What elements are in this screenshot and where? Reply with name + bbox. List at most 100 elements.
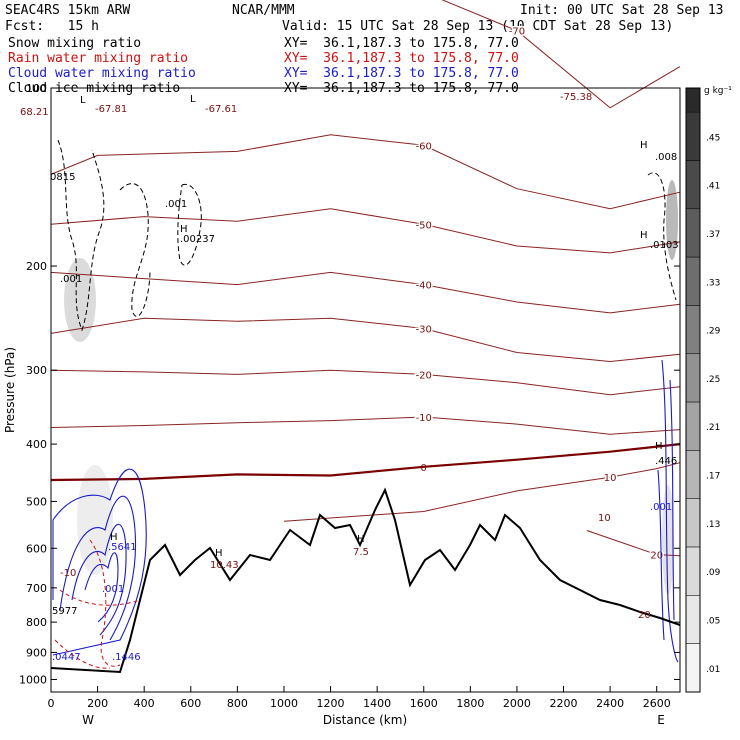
y-tick-label: 200 (26, 260, 47, 273)
isotherm-label: 0 (421, 463, 427, 474)
init-time: Init: 00 UTC Sat 28 Sep 13 (520, 3, 724, 18)
contour-annotation: .0103 (650, 240, 679, 251)
rain-contour (54, 639, 111, 669)
y-tick-label: 400 (26, 438, 47, 451)
colorbar-label: .05 (706, 617, 720, 627)
x-tick-label: 1200 (317, 697, 345, 710)
rain-contour-layer (54, 539, 141, 669)
isotherm-label: -50 (416, 220, 432, 231)
snow-shade-west (64, 258, 96, 342)
y-tick-label: 900 (26, 646, 47, 659)
contour-annotation: .5641 (108, 542, 137, 553)
colorbar-swatch (685, 160, 701, 210)
isotherm-line (441, 0, 681, 109)
snow-contour-1 (57, 139, 105, 332)
contour-annotation: 7.5 (353, 547, 369, 558)
colorbar-swatch (685, 353, 701, 403)
colorbar: .45 .41 .37 .33 .29 .25 .21 .17 .13 .09 .05 .01 (685, 87, 721, 693)
contour-annotation: H (110, 532, 118, 543)
contour-annotation: L (80, 95, 86, 106)
contour-annotation: 10.43 (210, 560, 239, 571)
contour-annotation: .001 (165, 199, 187, 210)
axes-layer: 0 200 400 600 800 1000 1200 1400 1600 1800 2000 220… (19, 82, 680, 710)
contour-annotation: 10 (598, 513, 611, 524)
y-axis-label: Pressure (hPa) (3, 347, 17, 433)
cloud-shade-east (662, 485, 674, 595)
ice-shade-east (666, 180, 678, 260)
snow-contour-3 (177, 183, 202, 266)
colorbar-swatch (685, 595, 701, 644)
contour-annotation: .1446 (112, 652, 141, 663)
cloud-water-contour (84, 552, 119, 623)
cloud-water-contour (71, 523, 127, 636)
field-cloudwater-xy: XY= 36.1,187.3 to 175.8, 77.0 (284, 66, 519, 81)
isotherm-label: -60 (416, 141, 432, 152)
x-tick-label: 1800 (456, 697, 484, 710)
x-tick-label: 1000 (270, 697, 298, 710)
x-tick-label: 2000 (503, 697, 531, 710)
colorbar-label: .41 (706, 182, 720, 192)
contour-annotation: 20 (638, 610, 651, 621)
annotation-layer: 68.21 L -67.81 L -67.61 -75.38 H .008 0815 .001 H.… (20, 92, 679, 663)
isotherm-line (50, 271, 681, 314)
y-tick-label: 1000 (19, 673, 47, 686)
contour-annotation: .001 (60, 274, 82, 285)
terrain-layer (50, 487, 681, 674)
colorbar-unit: g kg⁻¹ (704, 86, 732, 96)
contour-annotation: H (215, 548, 223, 559)
y-tick-label: 500 (26, 495, 47, 508)
valid-time: Valid: 15 UTC Sat 28 Sep 13 (10 CDT Sat … (282, 19, 674, 34)
colorbar-swatch (685, 498, 701, 548)
isotherm-line (586, 530, 681, 557)
colorbar-label: .01 (706, 665, 720, 675)
isotherm-line (50, 208, 681, 254)
colorbar-swatch (685, 450, 701, 499)
isotherm-line (50, 369, 681, 396)
contour-annotation: .0447 (52, 652, 81, 663)
isotherm-line (50, 443, 681, 482)
isotherm-line (50, 317, 681, 363)
rain-contour (89, 539, 121, 667)
colorbar-top-swatch (686, 88, 700, 113)
field-rain-name: Rain water mixing ratio (8, 51, 189, 66)
colorbar-label: .09 (706, 568, 721, 578)
isotherm-line (283, 462, 681, 522)
field-cloudwater-name: Cloud water mixing ratio (8, 66, 196, 81)
freezing-level-layer (50, 443, 681, 482)
isotherm-label: -70 (509, 27, 525, 38)
colorbar-label: .29 (706, 327, 721, 337)
colorbar-swatch (685, 256, 701, 306)
y-tick-label: 700 (26, 582, 47, 595)
cloud-water-contour (669, 379, 675, 621)
colorbar-swatch (685, 401, 701, 451)
x-tick-label: 600 (180, 697, 201, 710)
x-tick-label: 0 (48, 697, 55, 710)
contour-annotation: 5977 (52, 606, 77, 617)
cloud-water-contour (59, 495, 137, 641)
x-axis-label: Distance (km) (323, 713, 407, 727)
contour-annotation: -10 (60, 568, 76, 579)
contour-annotation: 0815 (50, 172, 75, 183)
isotherm-label: -10 (416, 413, 432, 424)
isotherm-line (50, 134, 681, 210)
snow-contour-layer (57, 139, 677, 332)
isotherm-label: -30 (416, 324, 432, 335)
x-tick-label: 2600 (643, 697, 671, 710)
field-snow-xy: XY= 36.1,187.3 to 175.8, 77.0 (284, 36, 519, 51)
colorbar-label: .21 (706, 423, 720, 433)
contour-annotation: L (190, 94, 196, 105)
contour-annotation: H (357, 534, 365, 545)
contour-annotation: .008 (655, 152, 677, 163)
org-label: NCAR/MMM (232, 3, 295, 18)
colorbar-swatch (685, 305, 701, 355)
east-label: E (657, 713, 665, 727)
colorbar-swatch (685, 208, 701, 258)
colorbar-label: .33 (706, 278, 720, 288)
colorbar-label: .45 (706, 133, 720, 143)
isotherm-line (50, 416, 681, 435)
x-tick-label: 200 (87, 697, 108, 710)
plot-frame (50, 87, 681, 693)
colorbar-label: .17 (706, 472, 720, 482)
cloud-water-contour (661, 359, 679, 663)
